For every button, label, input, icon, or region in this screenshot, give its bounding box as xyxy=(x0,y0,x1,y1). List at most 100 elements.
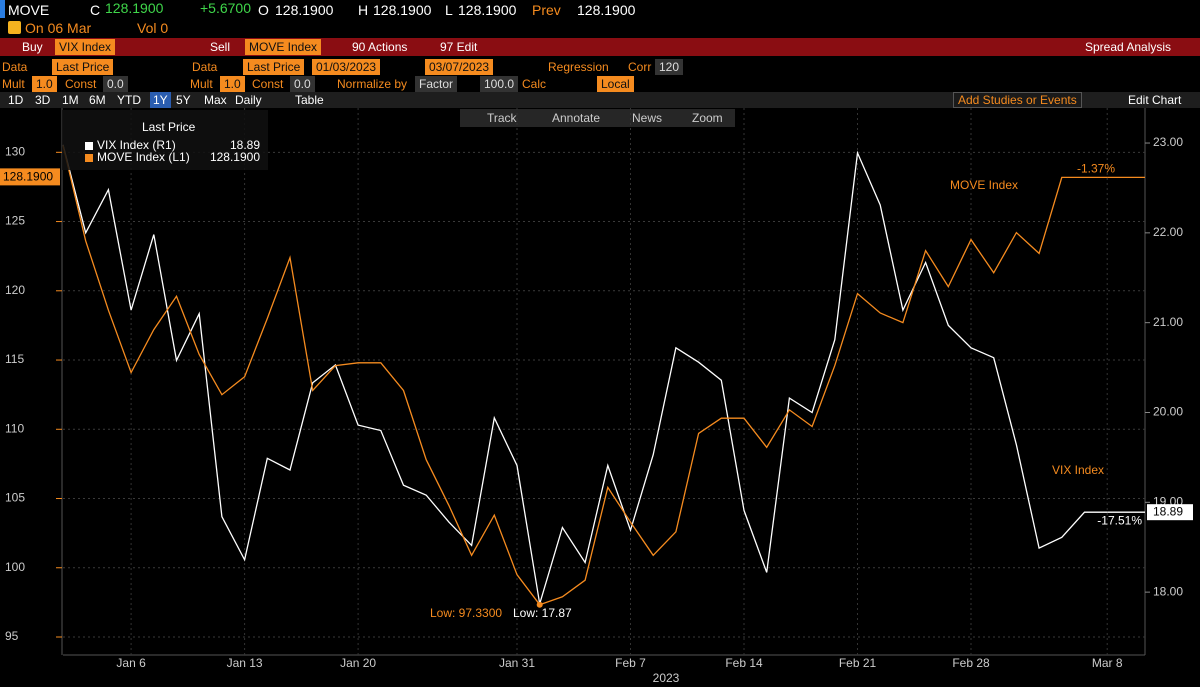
low: 128.1900 xyxy=(458,2,517,18)
high: 128.1900 xyxy=(373,2,432,18)
tool-button[interactable]: Zoom xyxy=(692,111,723,125)
date-field[interactable]: 03/07/2023 xyxy=(425,59,494,75)
quote-bar xyxy=(0,0,1200,19)
x-tick-label: Jan 6 xyxy=(116,656,146,670)
period-button[interactable]: 3D xyxy=(35,93,51,107)
button[interactable]: Table xyxy=(295,93,324,107)
dropdown[interactable]: Daily xyxy=(235,93,262,107)
field[interactable]: Last Price xyxy=(243,59,305,75)
low-label: Low: 17.87 xyxy=(513,606,572,620)
label: Mult xyxy=(2,77,25,91)
price: 128.1900 xyxy=(105,0,164,16)
security-field[interactable]: MOVE Index xyxy=(245,39,322,55)
last-value-label: 128.1900 xyxy=(3,170,53,184)
series-line xyxy=(62,144,1108,604)
volume: Vol 0 xyxy=(137,20,169,36)
y2-tick-label: 20.00 xyxy=(1153,405,1183,419)
label: Prev xyxy=(532,2,561,18)
dropdown[interactable]: Factor xyxy=(415,76,458,92)
period-button[interactable]: 1Y xyxy=(150,92,171,108)
edit-menu[interactable]: 97 Edit xyxy=(440,40,478,54)
open: 128.1900 xyxy=(275,2,334,18)
change-label: -1.37% xyxy=(1077,162,1115,176)
legend-entry: MOVE Index (L1) xyxy=(97,150,190,164)
legend-title: Last Price xyxy=(142,120,196,134)
label: Data xyxy=(2,60,28,74)
marker xyxy=(0,0,5,18)
legend-box xyxy=(62,110,268,170)
x-tick-label: Jan 31 xyxy=(499,656,535,670)
legend-entry: VIX Index (R1) xyxy=(97,138,176,152)
low-label: Low: 97.3300 xyxy=(430,606,502,620)
label: O xyxy=(258,2,269,18)
change-label: -17.51% xyxy=(1097,513,1142,527)
ticker: MOVE xyxy=(8,2,50,18)
y-tick-label: 130 xyxy=(5,144,25,158)
legend-swatch xyxy=(85,154,93,162)
last-value-tag xyxy=(0,168,60,186)
field[interactable]: 0.0 xyxy=(290,76,315,92)
label: L xyxy=(445,2,453,18)
x-tick-label: Feb 7 xyxy=(615,656,646,670)
period-button[interactable]: 1M xyxy=(62,93,79,107)
y-tick-label: 125 xyxy=(5,214,25,228)
x-tick-label: Feb 21 xyxy=(839,656,877,670)
legend-value: 18.89 xyxy=(230,138,260,152)
label: Const xyxy=(252,77,284,91)
y-tick-label: 95 xyxy=(5,629,19,643)
input[interactable]: Add Studies or Events xyxy=(953,92,1082,108)
y2-tick-label: 18.00 xyxy=(1153,584,1183,598)
label: Const xyxy=(65,77,97,91)
field[interactable]: Last Price xyxy=(52,59,114,75)
checkbox-label[interactable]: Regression xyxy=(548,60,609,74)
legend-swatch xyxy=(85,142,93,150)
button[interactable]: Edit Chart xyxy=(1128,93,1182,107)
tool-button[interactable]: Annotate xyxy=(552,111,601,125)
low-marker xyxy=(536,601,543,608)
period-button[interactable]: 5Y xyxy=(176,93,191,107)
series-line xyxy=(62,145,1108,606)
x-tick-label: Feb 14 xyxy=(725,656,763,670)
y2-tick-label: 23.00 xyxy=(1153,135,1183,149)
actions-menu[interactable]: 90 Actions xyxy=(352,40,408,54)
change: +5.6700 xyxy=(200,0,251,16)
y-tick-label: 120 xyxy=(5,283,25,297)
series-annotation: MOVE Index xyxy=(950,178,1018,192)
field[interactable]: 1.0 xyxy=(220,76,245,92)
y-tick-label: 105 xyxy=(5,491,25,505)
period-button[interactable]: Max xyxy=(204,93,227,107)
y-tick-label: 110 xyxy=(5,421,24,435)
field[interactable]: 120 xyxy=(655,59,684,75)
date: On 06 Mar xyxy=(25,20,92,36)
x-tick-label: Jan 20 xyxy=(340,656,376,670)
period-button[interactable]: YTD xyxy=(117,93,141,107)
field[interactable]: 100.0 xyxy=(480,76,519,92)
last-value-tag xyxy=(1147,504,1193,521)
y-tick-label: 115 xyxy=(5,352,24,366)
field[interactable]: 0.0 xyxy=(103,76,128,92)
date-field[interactable]: 01/03/2023 xyxy=(312,59,381,75)
label: Data xyxy=(192,60,218,74)
label: H xyxy=(358,2,369,18)
dropdown[interactable]: Local xyxy=(597,76,634,92)
period-button[interactable]: 1D xyxy=(8,93,24,107)
security-field[interactable]: VIX Index xyxy=(55,39,116,55)
period-bar xyxy=(0,92,1200,108)
x-axis-label: 2023 xyxy=(653,671,680,685)
tool-button[interactable]: News xyxy=(632,111,663,125)
label: C xyxy=(90,2,101,18)
last-value-label: 18.89 xyxy=(1153,504,1183,518)
chart-toolbar xyxy=(460,109,735,127)
period-button[interactable]: 6M xyxy=(89,93,106,107)
checkbox-label[interactable]: Normalize by xyxy=(337,77,408,91)
x-tick-label: Mar 8 xyxy=(1092,656,1123,670)
icon xyxy=(8,21,21,34)
x-tick-label: Jan 13 xyxy=(227,656,263,670)
tool-button[interactable]: Track xyxy=(487,111,517,125)
field[interactable]: 1.0 xyxy=(32,76,57,92)
y2-tick-label: 22.00 xyxy=(1153,225,1183,239)
checkbox-label[interactable]: Corr xyxy=(628,60,652,74)
sell: Sell xyxy=(210,40,231,54)
